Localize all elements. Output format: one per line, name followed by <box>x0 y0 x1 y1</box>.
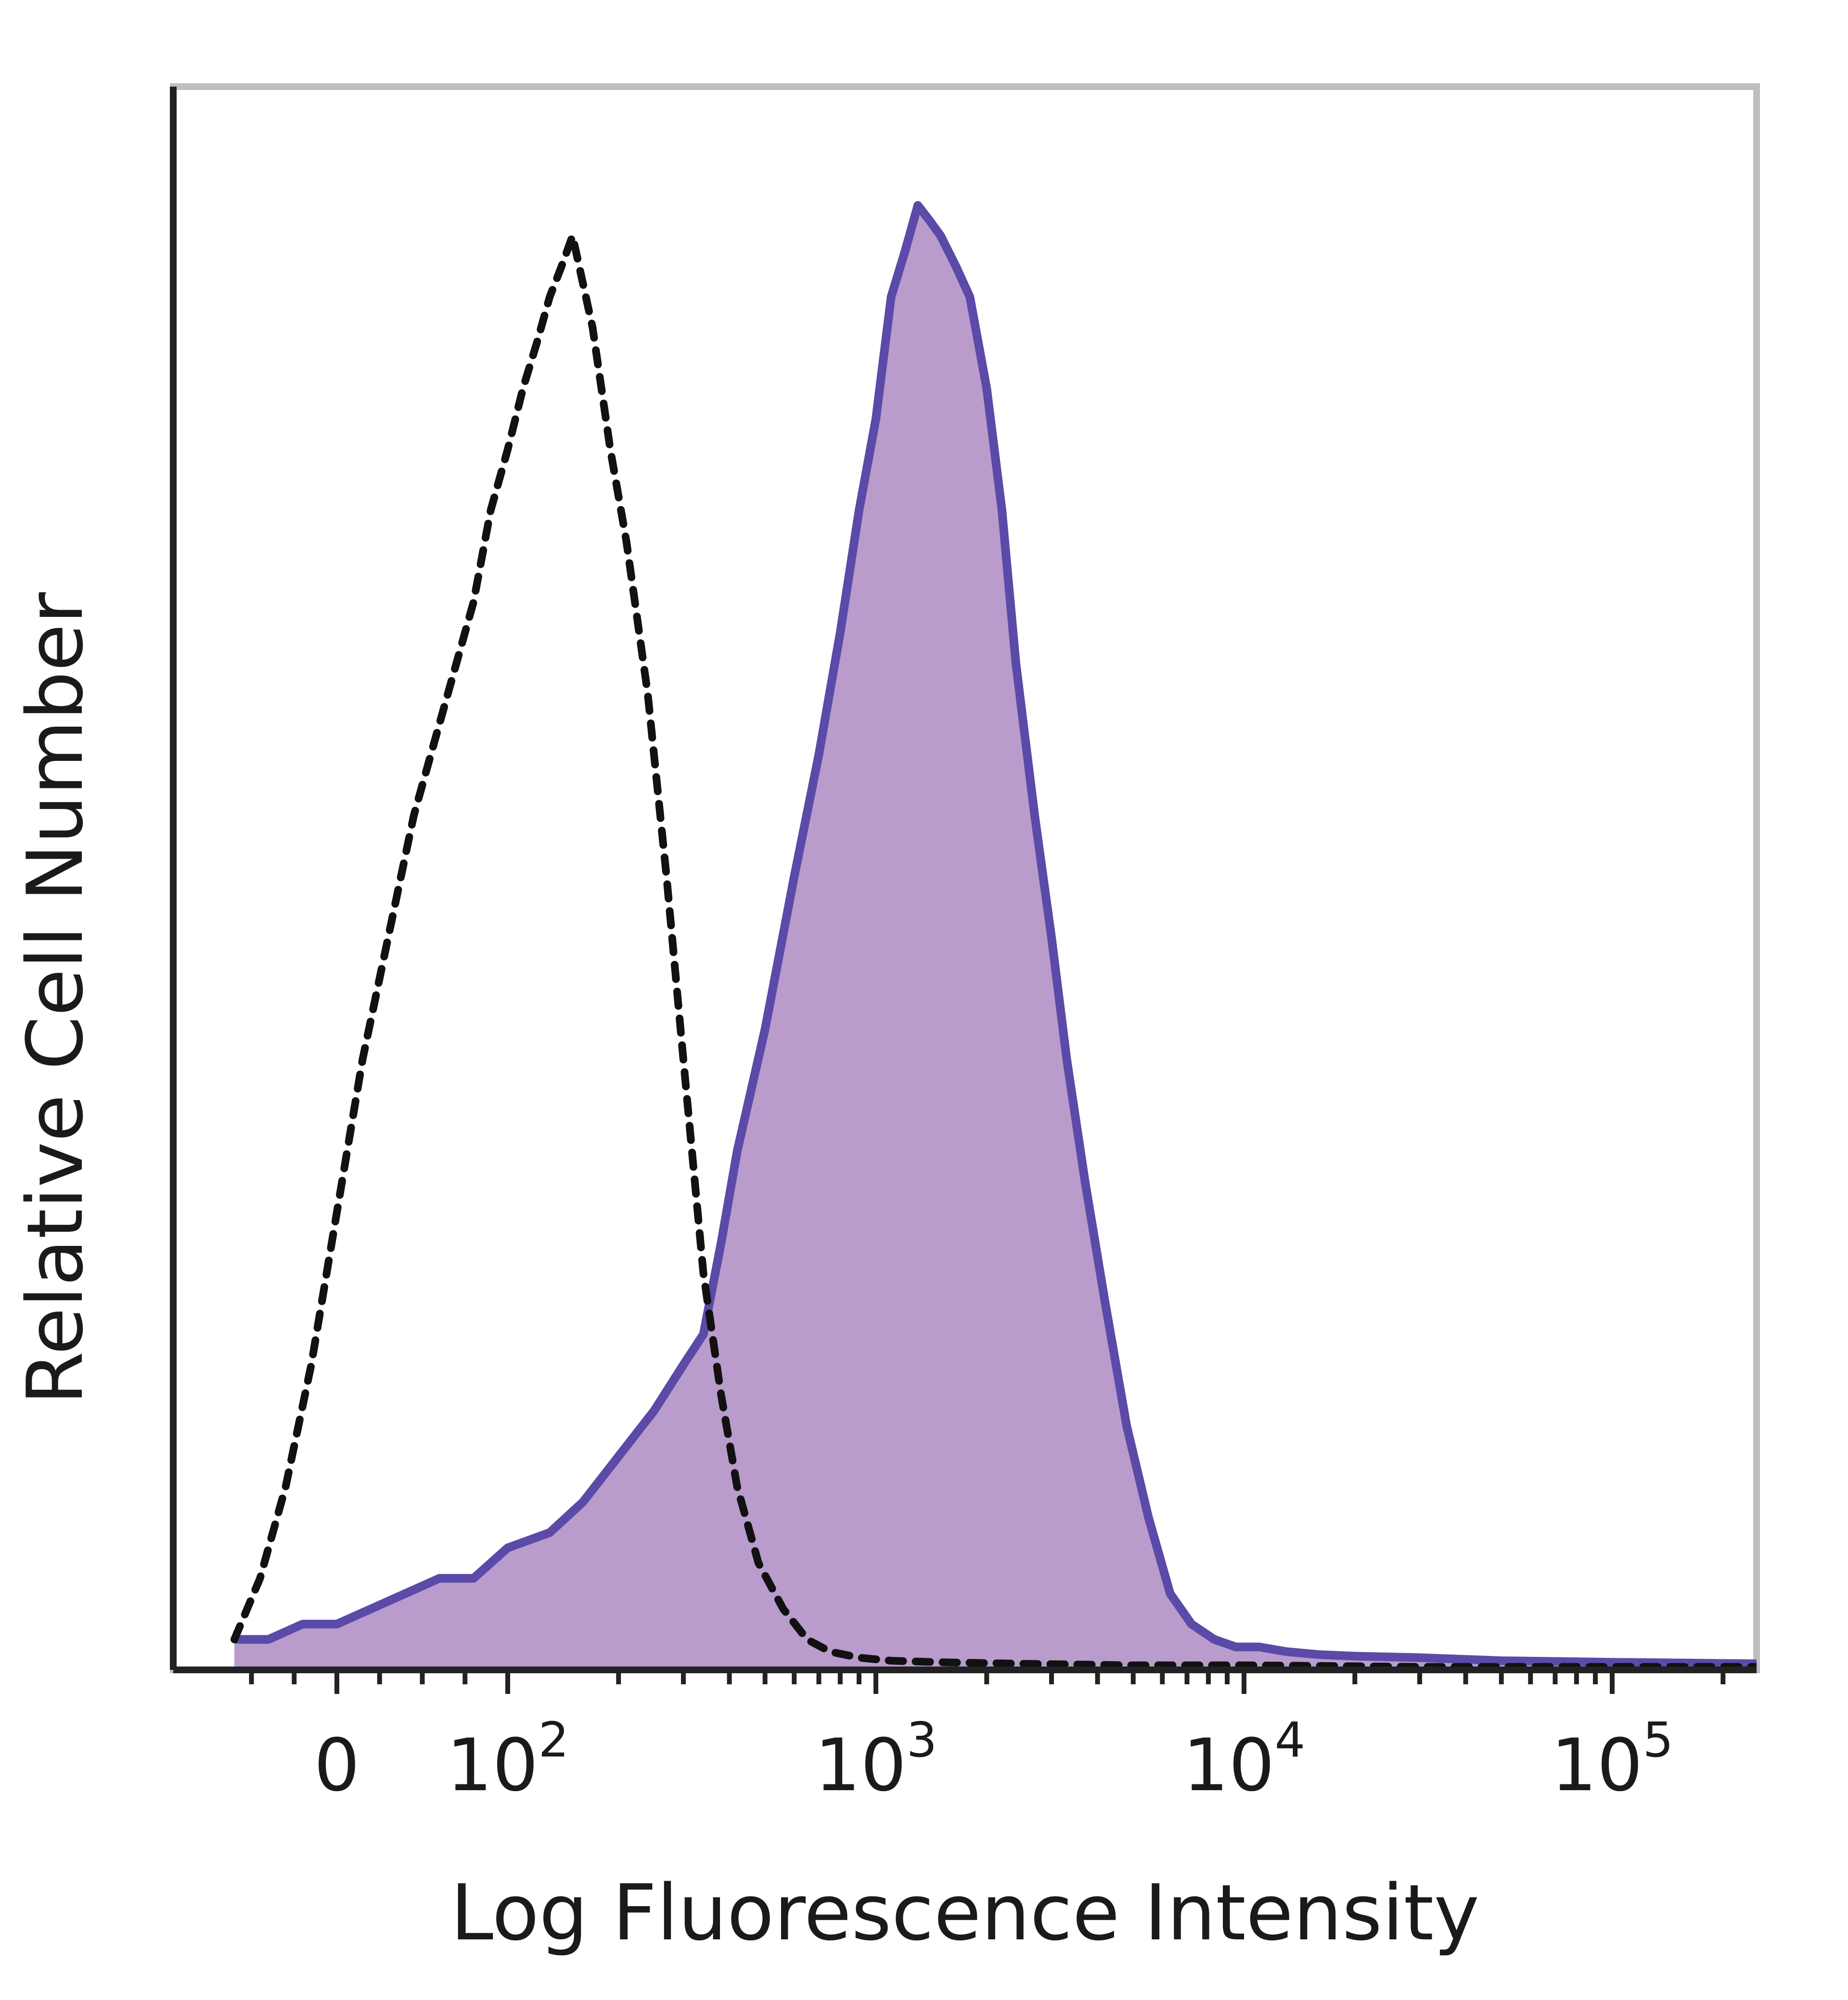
x-tick-label: 105 <box>1551 1712 1674 1808</box>
x-tick-label: 102 <box>447 1712 569 1808</box>
stained-histogram-fill <box>234 205 1757 1670</box>
isotype-control-histogram <box>231 222 1757 1670</box>
stained-histogram-outline <box>234 201 1757 1668</box>
y-axis-title: Relative Cell Number <box>10 592 100 1405</box>
x-tick-label: 103 <box>815 1712 937 1808</box>
x-tick-label: 0 <box>314 1724 359 1808</box>
x-axis-title: Log Fluorescence Intensity <box>450 1868 1479 1958</box>
x-tick-label: 104 <box>1183 1712 1306 1808</box>
